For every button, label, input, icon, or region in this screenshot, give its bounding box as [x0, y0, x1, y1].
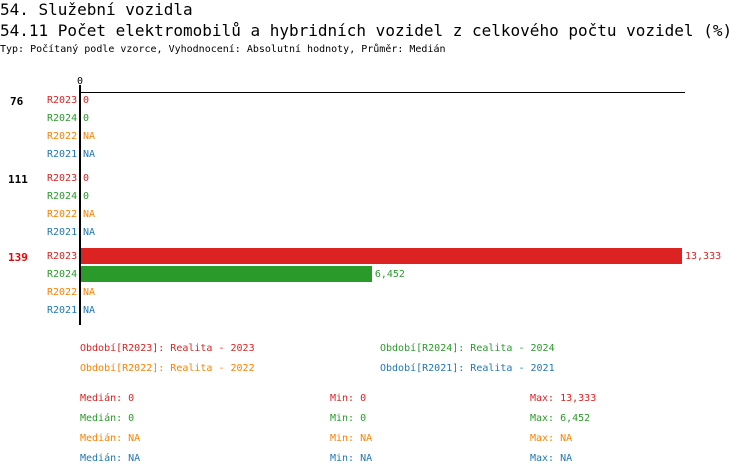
stat-max: Max: 13,333 [530, 393, 597, 404]
stat-min: Min: 0 [330, 413, 367, 424]
data-label: 6,452 [374, 269, 405, 280]
section-title: 54. Služební vozidla [0, 0, 193, 19]
stat-median: Medián: 0 [80, 393, 135, 404]
x-axis-line [80, 92, 685, 93]
legend-item: Období[R2023]: Realita - 2023 [80, 343, 255, 354]
data-label: NA [83, 149, 96, 160]
chart-subtitle: Typ: Počítaný podle vzorce, Vyhodnocení:… [0, 44, 446, 55]
series-label: R2024 [47, 113, 78, 124]
series-label: R2022 [47, 287, 78, 298]
stat-median: Medián: NA [80, 453, 141, 464]
data-label: 13,333 [685, 251, 722, 262]
data-label: NA [83, 305, 96, 316]
legend-item: Období[R2022]: Realita - 2022 [80, 363, 255, 374]
stat-max: Max: NA [530, 453, 573, 464]
series-label: R2023 [47, 251, 78, 262]
chart-title: 54.11 Počet elektromobilů a hybridních v… [0, 21, 733, 40]
x-tick-label: 0 [77, 76, 84, 87]
series-label: R2021 [47, 305, 78, 316]
legend-item: Období[R2024]: Realita - 2024 [380, 343, 555, 354]
group-label: 111 [8, 173, 28, 186]
stat-max: Max: NA [530, 433, 573, 444]
data-label: NA [83, 131, 96, 142]
stat-min: Min: NA [330, 433, 373, 444]
series-label: R2023 [47, 173, 78, 184]
legend-item: Období[R2021]: Realita - 2021 [380, 363, 555, 374]
stat-median: Medián: 0 [80, 413, 135, 424]
data-label: 0 [83, 173, 90, 184]
stat-max: Max: 6,452 [530, 413, 591, 424]
series-label: R2023 [47, 95, 78, 106]
series-label: R2024 [47, 269, 78, 280]
data-label: NA [83, 227, 96, 238]
stat-median: Medián: NA [80, 433, 141, 444]
data-label: NA [83, 287, 96, 298]
group-label: 76 [10, 95, 24, 108]
bar [81, 248, 682, 264]
series-label: R2021 [47, 227, 78, 238]
stat-min: Min: NA [330, 453, 373, 464]
y-axis-line [79, 85, 81, 325]
series-label: R2021 [47, 149, 78, 160]
bar [81, 266, 372, 282]
series-label: R2022 [47, 131, 78, 142]
series-label: R2022 [47, 209, 78, 220]
stat-min: Min: 0 [330, 393, 367, 404]
series-label: R2024 [47, 191, 78, 202]
data-label: NA [83, 209, 96, 220]
data-label: 0 [83, 113, 90, 124]
group-label: 139 [8, 251, 28, 264]
data-label: 0 [83, 191, 90, 202]
data-label: 0 [83, 95, 90, 106]
